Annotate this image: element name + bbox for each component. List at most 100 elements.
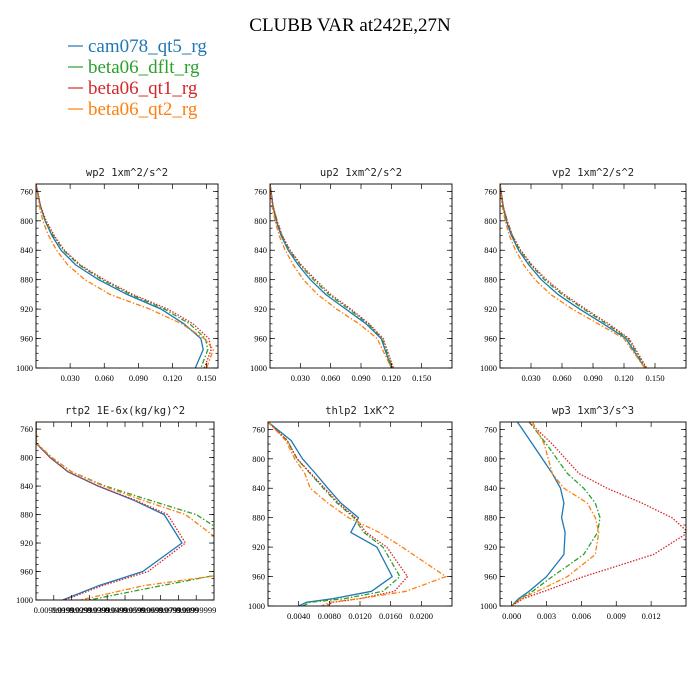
legend-label-1: beta06_dflt_rg [88, 57, 200, 78]
series-line-1-2 [270, 184, 395, 368]
series-line-2-3 [500, 184, 646, 368]
panel-frame-4 [267, 421, 453, 607]
panel-1: up2 1xm^2/s^2 760 800 840 880 920 960 1000 0.030… [250, 167, 453, 383]
series-line-1-3 [270, 184, 392, 368]
ytick-label: 1000 [250, 363, 267, 373]
xtick-label: 0.07999999 [158, 605, 198, 615]
xtick-label: 0.060 [552, 373, 571, 383]
panel-5: wp3 1xm^3/s^3 760 800 840 880 920 960 1000 0.000… [480, 405, 687, 621]
xtick-label: 0.01999999 [51, 605, 91, 615]
ytick-label: 800 [484, 454, 497, 464]
ytick-label: 1000 [16, 595, 33, 605]
ytick-label: 880 [20, 510, 33, 520]
ytick-label: 760 [254, 186, 267, 196]
series-line-2-0 [500, 184, 646, 368]
ytick-label: 800 [20, 216, 33, 226]
xtick-label: 0.006 [572, 611, 591, 621]
series-line-0-0 [36, 184, 204, 368]
xtick-label: 0.08999999 [176, 605, 216, 615]
panel-3: rtp2 1E-6x(kg/kg)^2 760 800 840 880 920 960 100… [16, 405, 216, 615]
series-line-5-1 [511, 422, 601, 606]
panel-title-2: vp2 1xm^2/s^2 [552, 167, 634, 179]
series-line-1-1 [270, 184, 393, 368]
xtick-label: 0.060 [321, 373, 340, 383]
legend-label-3: beta06_qt2_rg [88, 99, 198, 120]
ytick-label: 840 [20, 245, 33, 255]
series-line-3-3 [36, 422, 214, 600]
ytick-label: 840 [484, 483, 497, 493]
xtick-label: 0.04999999 [105, 605, 145, 615]
xtick-label: 0.030 [61, 373, 80, 383]
panel-4: thlp2 1xK^2 760 800 840 880 920 960 1000 0.0040 0… [248, 405, 453, 621]
series-line-2-2 [500, 184, 648, 368]
ytick-label: 960 [254, 334, 267, 344]
series-line-0-1 [36, 184, 209, 368]
series-line-2-1 [500, 184, 647, 368]
ytick-label: 920 [484, 304, 497, 314]
ytick-label: 800 [252, 454, 265, 464]
series-line-3-0 [36, 422, 183, 600]
panel-title-0: wp2 1xm^2/s^2 [86, 167, 168, 179]
series-line-4-3 [268, 422, 447, 606]
xtick-label: 0.060 [95, 373, 114, 383]
ytick-label: 800 [254, 216, 267, 226]
xtick-label: 0.030 [521, 373, 540, 383]
xtick-label: 0.090 [351, 373, 370, 383]
ytick-label: 880 [20, 275, 33, 285]
xtick-label: 0.003 [537, 611, 556, 621]
series-line-1-0 [270, 184, 392, 368]
ytick-label: 920 [252, 542, 265, 552]
xtick-label: 0.120 [614, 373, 633, 383]
xtick-label: 0.0200 [410, 611, 433, 621]
ytick-label: 760 [252, 424, 265, 434]
xtick-label: 0.06999999 [140, 605, 180, 615]
ytick-label: 840 [252, 483, 265, 493]
xtick-label: 0.090 [129, 373, 148, 383]
panels: wp2 1xm^2/s^2 760 800 840 880 920 960 1000 0.030… [16, 167, 687, 621]
xtick-label: 0.090 [583, 373, 602, 383]
ytick-label: 960 [20, 334, 33, 344]
xtick-label: 0.02999999 [69, 605, 109, 615]
ytick-label: 840 [20, 481, 33, 491]
ytick-label: 1000 [16, 363, 33, 373]
panel-title-5: wp3 1xm^3/s^3 [552, 405, 634, 417]
ytick-label: 760 [20, 186, 33, 196]
ytick-label: 920 [20, 304, 33, 314]
series-line-4-2 [268, 422, 409, 606]
ytick-label: 880 [254, 275, 267, 285]
ytick-label: 1000 [480, 601, 497, 611]
series-line-5-3 [511, 422, 600, 606]
series-line-0-2 [36, 184, 212, 368]
ytick-label: 960 [252, 572, 265, 582]
panel-frame-2 [499, 183, 687, 369]
xtick-label: 0.009 [607, 611, 626, 621]
panel-2: vp2 1xm^2/s^2 760 800 840 880 920 960 1000 0.030… [480, 167, 687, 383]
ytick-label: 1000 [480, 363, 497, 373]
ytick-label: 920 [20, 538, 33, 548]
series-line-5-0 [511, 422, 566, 606]
panel-0: wp2 1xm^2/s^2 760 800 840 880 920 960 1000 0.030… [16, 167, 219, 383]
xtick-label: 0.0160 [379, 611, 402, 621]
ytick-label: 960 [484, 572, 497, 582]
series-line-5-2 [511, 422, 686, 606]
xtick-label: 0.120 [382, 373, 401, 383]
panel-frame-1 [269, 183, 453, 369]
series-line-0-3 [36, 184, 215, 368]
xtick-label: 0.0080 [318, 611, 341, 621]
ytick-label: 800 [20, 453, 33, 463]
ytick-label: 920 [254, 304, 267, 314]
ytick-label: 1000 [248, 601, 265, 611]
ytick-label: 880 [252, 513, 265, 523]
xtick-label: 0.030 [291, 373, 310, 383]
xtick-label: 0.150 [412, 373, 431, 383]
ytick-label: 960 [484, 334, 497, 344]
legend-label-0: cam078_qt5_rg [88, 36, 207, 57]
ytick-label: 760 [20, 424, 33, 434]
panel-frame-3 [35, 421, 215, 601]
xtick-label: 0.00999999 [34, 605, 74, 615]
ytick-label: 880 [484, 513, 497, 523]
xtick-label: 0.000 [502, 611, 521, 621]
figure-title: CLUBB VAR at242E,27N [249, 15, 451, 36]
panel-title-1: up2 1xm^2/s^2 [320, 167, 402, 179]
